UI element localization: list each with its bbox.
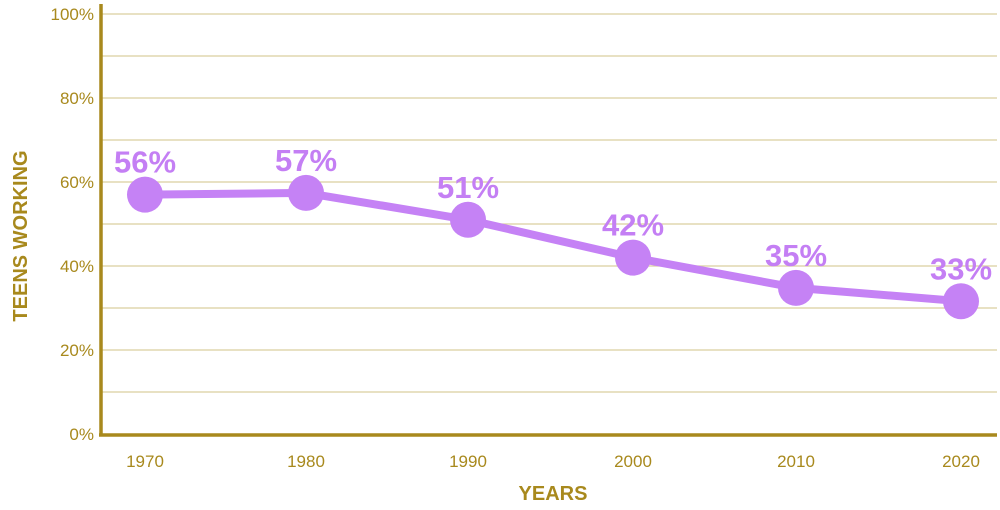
data-label: 42% xyxy=(602,208,664,243)
data-labels: 56% 57% 51% 42% 35% 33% xyxy=(114,143,992,286)
data-label: 33% xyxy=(930,251,992,286)
y-tick-label: 20% xyxy=(60,341,94,360)
y-axis-ticks: 0% 20% 40% 60% 80% 100% xyxy=(51,5,94,444)
data-points xyxy=(127,174,979,320)
x-tick-label: 1990 xyxy=(449,452,487,471)
data-point xyxy=(127,176,163,213)
x-axis-ticks: 1970 1980 1990 2000 2010 2020 xyxy=(126,452,980,471)
y-tick-label: 80% xyxy=(60,89,94,108)
data-point xyxy=(778,269,814,306)
y-tick-label: 60% xyxy=(60,173,94,192)
y-tick-label: 40% xyxy=(60,257,94,276)
data-label: 56% xyxy=(114,145,176,180)
data-point xyxy=(288,174,324,211)
series-line xyxy=(144,188,962,306)
x-tick-label: 1980 xyxy=(287,452,325,471)
y-tick-label: 0% xyxy=(69,425,94,444)
data-label: 35% xyxy=(765,238,827,273)
y-tick-label: 100% xyxy=(51,5,94,24)
data-label: 57% xyxy=(275,143,337,178)
x-tick-label: 2010 xyxy=(777,452,815,471)
x-tick-label: 2020 xyxy=(942,452,980,471)
x-tick-label: 1970 xyxy=(126,452,164,471)
x-axis-title: YEARS xyxy=(519,483,588,505)
y-axis-title: TEENS WORKING xyxy=(10,150,32,321)
data-label: 51% xyxy=(437,170,499,205)
grid-lines xyxy=(101,13,997,393)
data-point xyxy=(450,201,486,238)
data-point xyxy=(615,239,651,276)
x-tick-label: 2000 xyxy=(614,452,652,471)
data-point xyxy=(943,283,979,320)
